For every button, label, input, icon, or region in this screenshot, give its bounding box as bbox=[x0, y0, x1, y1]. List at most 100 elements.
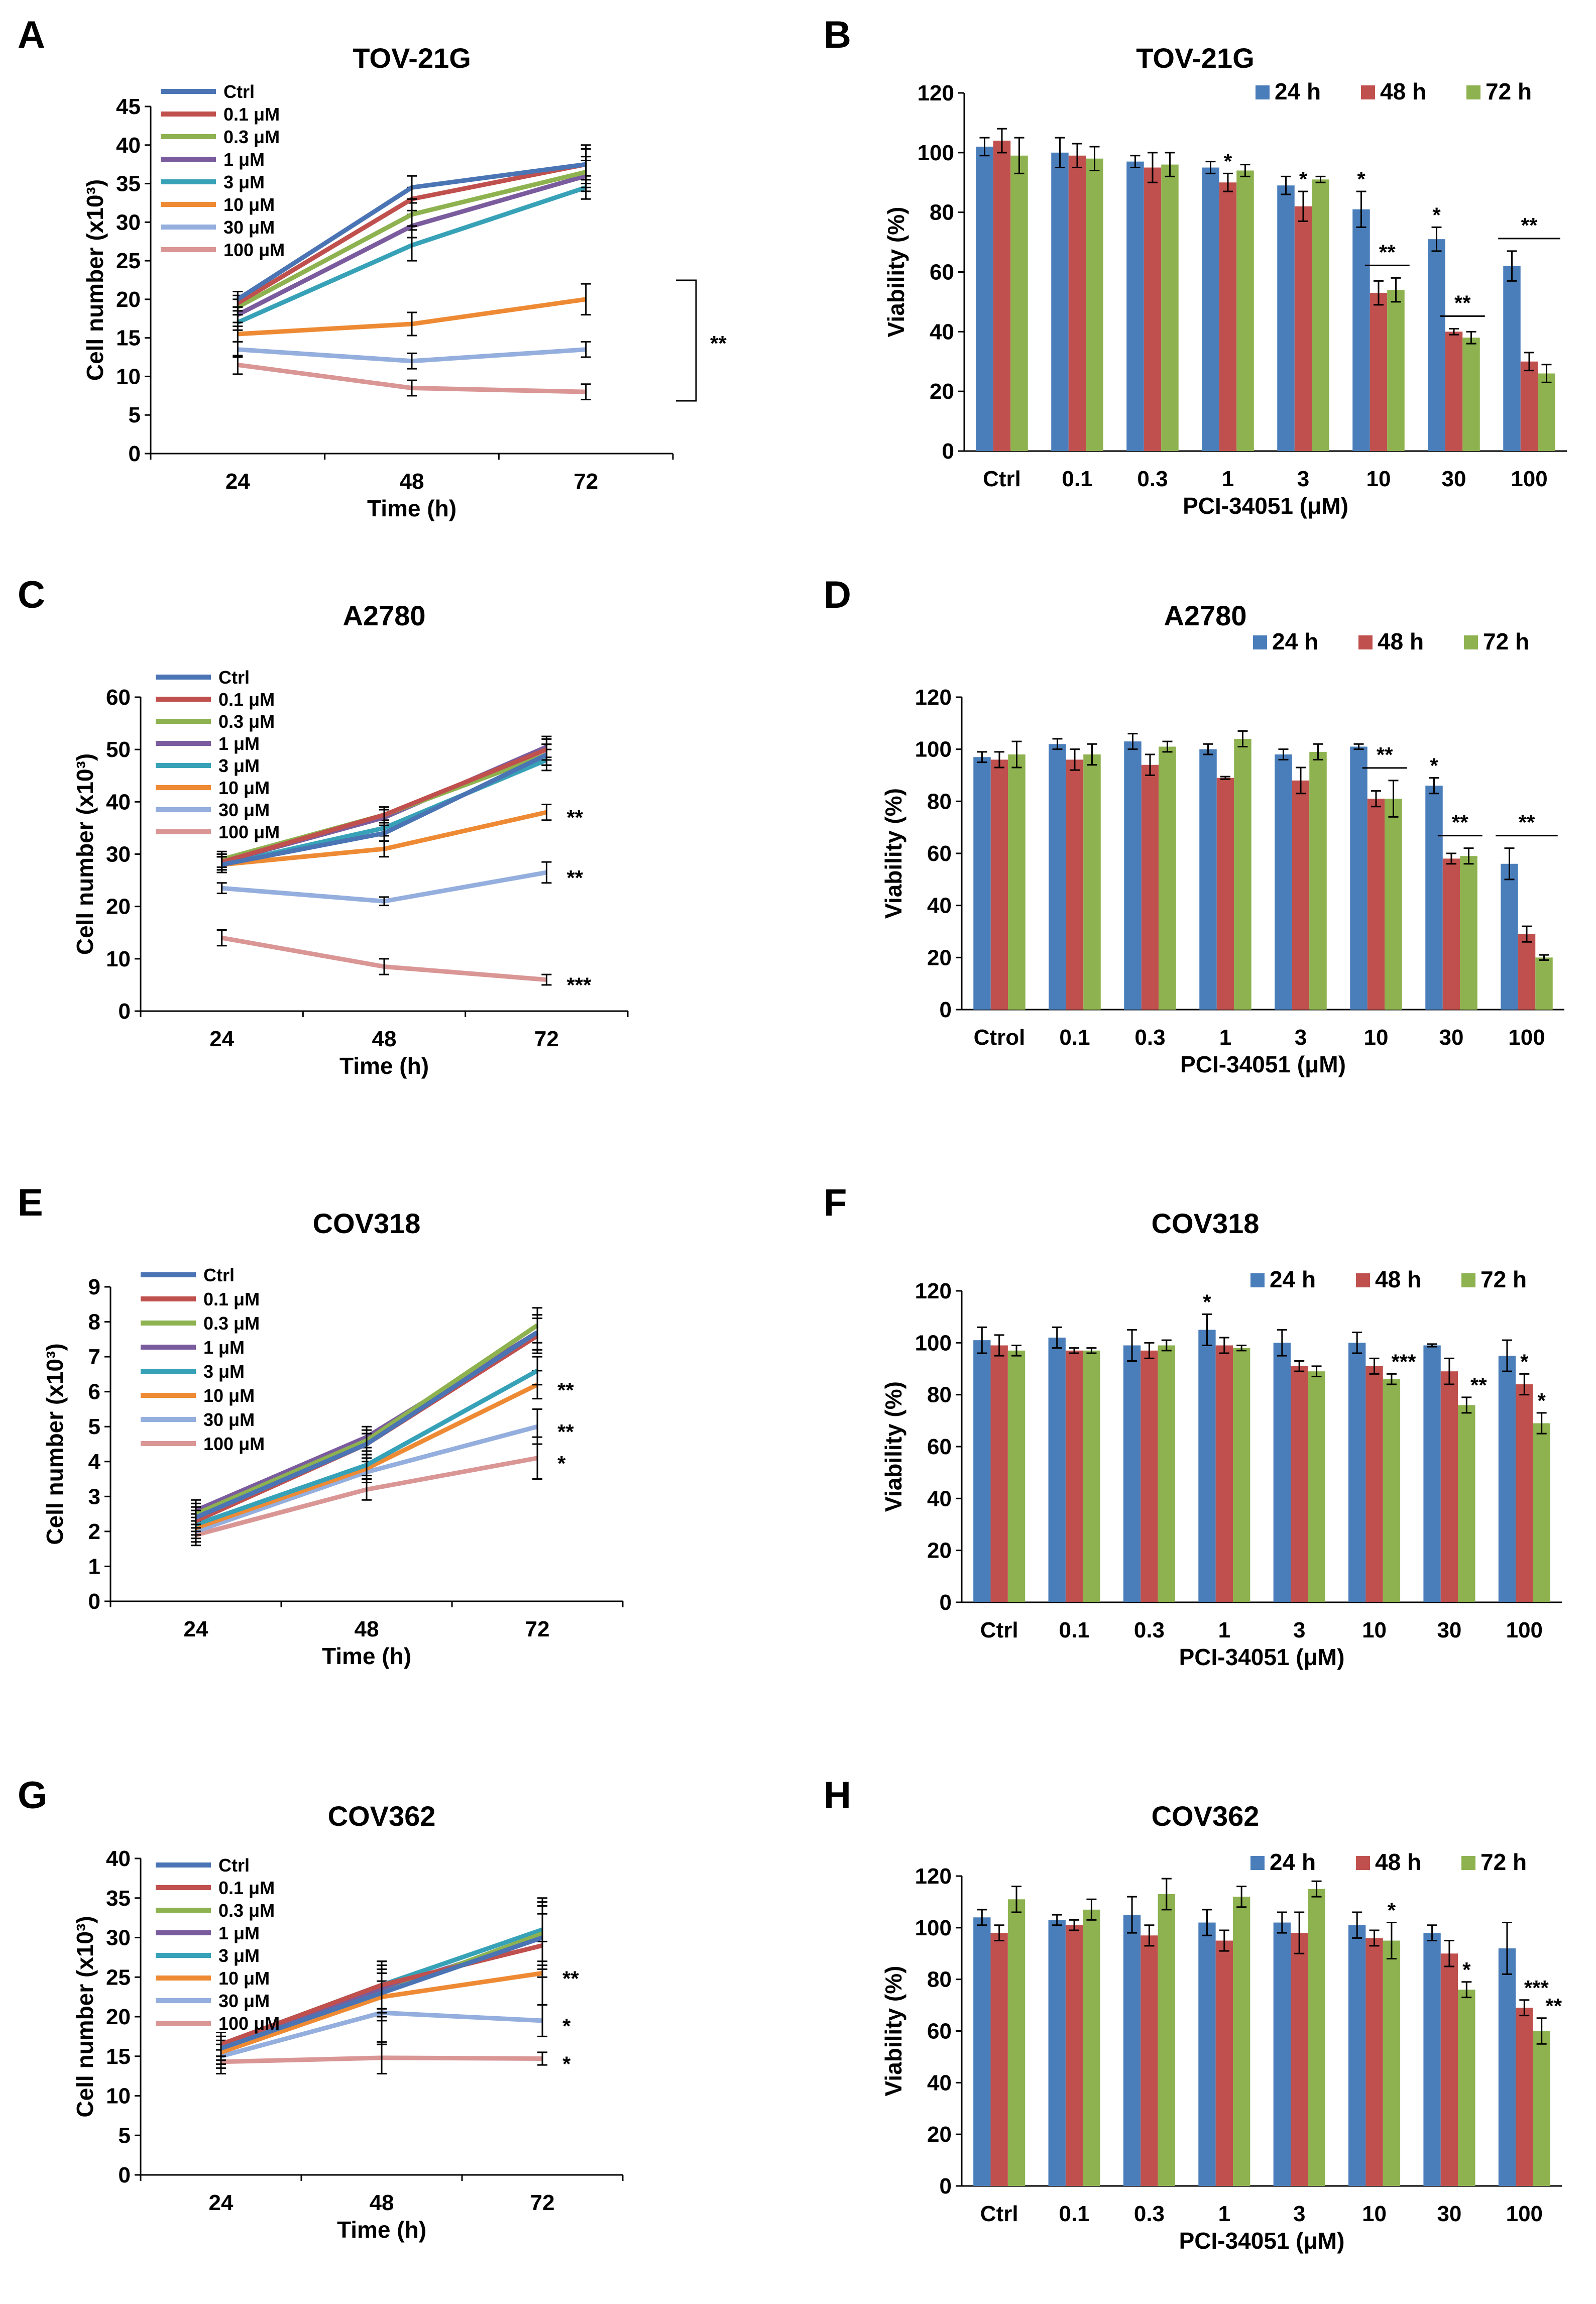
bar-72h-30 bbox=[1458, 1405, 1475, 1602]
legend-label: 48 h bbox=[1375, 1266, 1421, 1292]
error-bar bbox=[1069, 1919, 1080, 1931]
x-tick-label: 100 bbox=[1506, 1618, 1543, 1642]
panel-letter: G bbox=[18, 1774, 47, 1817]
bar-24h-Ctrol bbox=[973, 757, 991, 1010]
x-tick-label: 100 bbox=[1506, 2202, 1543, 2226]
error-bar bbox=[1011, 1886, 1022, 1913]
error-bar bbox=[1205, 161, 1216, 174]
legend-swatch bbox=[1356, 1273, 1370, 1287]
error-bar bbox=[1144, 1342, 1155, 1359]
error-bar bbox=[1220, 776, 1230, 780]
bar-24h-1 bbox=[1202, 167, 1219, 452]
legend-label: 72 h bbox=[1483, 628, 1529, 654]
significance-label: * bbox=[1537, 1389, 1546, 1412]
x-tick-label: 10 bbox=[1364, 1025, 1389, 1050]
y-tick-label: 15 bbox=[116, 326, 141, 351]
y-tick-label: 5 bbox=[119, 2123, 131, 2148]
legend-label: Ctrl bbox=[203, 1265, 235, 1285]
legend-label: 30 μM bbox=[218, 1991, 270, 2011]
y-tick-label: 45 bbox=[116, 94, 141, 119]
error-bar bbox=[1294, 1360, 1305, 1372]
x-tick-label: 24 bbox=[209, 1027, 234, 1051]
error-bar bbox=[1386, 1922, 1397, 1960]
bar-72h-Ctrl bbox=[1007, 1899, 1025, 2186]
bar-48h-Ctrl bbox=[990, 1933, 1008, 2186]
error-bar bbox=[1353, 743, 1364, 750]
panel-g-line-chart: G COV362 0 5 10 15 20 25 30 35 40 24 48 72 Time (h) Cel… bbox=[18, 1774, 624, 2243]
bar-24h-1 bbox=[1198, 1330, 1216, 1602]
x-tick-label: 10 bbox=[1362, 2202, 1387, 2226]
x-tick-label: 0.3 bbox=[1134, 1618, 1165, 1642]
error-bar bbox=[379, 806, 389, 824]
x-axis-label: Time (h) bbox=[339, 1053, 429, 1079]
y-axis-label: Cell number (x10³) bbox=[72, 1916, 98, 2117]
legend-label: 48 h bbox=[1380, 78, 1426, 104]
y-tick-label: 0 bbox=[940, 998, 952, 1022]
error-bar bbox=[1052, 1914, 1062, 1926]
y-tick-label: 20 bbox=[116, 287, 141, 312]
legend-label: 72 h bbox=[1480, 1849, 1527, 1875]
bar-24h-30 bbox=[1428, 239, 1445, 451]
error-bar bbox=[1539, 954, 1549, 961]
x-tick-label: 3 bbox=[1293, 1618, 1305, 1642]
y-tick-label: 4 bbox=[88, 1450, 101, 1474]
error-bar bbox=[1374, 280, 1384, 306]
error-bar bbox=[1069, 1347, 1080, 1354]
bar-48h-10 bbox=[1365, 1366, 1383, 1602]
legend-label: 30 μM bbox=[218, 800, 270, 820]
bar-48h-100 bbox=[1516, 1384, 1533, 1602]
bar-48h-0.1 bbox=[1065, 1925, 1083, 2186]
bar-48h-10 bbox=[1370, 293, 1388, 451]
error-bar bbox=[977, 1326, 987, 1354]
error-bar bbox=[1536, 2017, 1547, 2045]
legend-label: 72 h bbox=[1480, 1266, 1527, 1292]
error-bar bbox=[537, 2051, 547, 2066]
y-tick-label: 20 bbox=[106, 895, 131, 919]
error-bar bbox=[1130, 155, 1141, 169]
bar-48h-30 bbox=[1445, 332, 1463, 451]
y-axis-label: Viability (%) bbox=[880, 1966, 906, 2097]
legend-swatch bbox=[1250, 1856, 1265, 1870]
significance-label: ** bbox=[1545, 1994, 1562, 2018]
panel-d-bar-chart: D A2780 0 20 40 60 80 100 120 Ctrol 0.1 0.3 1 3 10 30 10… bbox=[824, 574, 1564, 1077]
bar-24h-10 bbox=[1352, 209, 1370, 451]
y-axis-label: Cell number (x10³) bbox=[42, 1343, 68, 1545]
error-bar bbox=[1369, 1357, 1380, 1375]
legend-label: 0.3 μM bbox=[218, 711, 275, 732]
legend-swatch bbox=[1466, 85, 1480, 99]
legend-label: 10 μM bbox=[203, 1385, 255, 1406]
error-bar bbox=[1145, 753, 1155, 776]
bar-24h-0.3 bbox=[1123, 1345, 1141, 1602]
bar-72h-1 bbox=[1232, 1348, 1250, 1602]
bar-24h-1 bbox=[1198, 1922, 1216, 2186]
bar-72h-Ctrol bbox=[1008, 754, 1025, 1010]
y-tick-label: 1 bbox=[88, 1554, 100, 1579]
chart-title: COV362 bbox=[1152, 1800, 1260, 1832]
x-tick-label: 0.1 bbox=[1059, 2202, 1089, 2226]
x-axis-label: PCI-34051 (μM) bbox=[1180, 1051, 1346, 1077]
y-tick-label: 120 bbox=[915, 685, 952, 710]
error-bar bbox=[1240, 164, 1250, 177]
x-axis-label: PCI-34051 (μM) bbox=[1179, 2228, 1345, 2254]
x-tick-label: 1 bbox=[1219, 1025, 1231, 1050]
error-bar bbox=[216, 882, 227, 895]
significance-bracket bbox=[676, 279, 697, 402]
legend-label: 100 μM bbox=[223, 240, 285, 260]
legend-swatch bbox=[1358, 635, 1373, 649]
error-bar bbox=[1449, 327, 1459, 336]
error-bar bbox=[1386, 1373, 1397, 1385]
legend-swatch bbox=[1250, 1273, 1265, 1287]
error-bar bbox=[1086, 1347, 1097, 1354]
error-bar bbox=[1277, 1329, 1287, 1357]
y-axis-label: Cell number (x10³) bbox=[82, 179, 108, 381]
y-tick-label: 10 bbox=[106, 947, 131, 971]
x-tick-label: 1 bbox=[1218, 2202, 1230, 2226]
bar-48h-10 bbox=[1367, 799, 1385, 1010]
x-tick-label: 3 bbox=[1293, 2202, 1305, 2226]
error-bar bbox=[1165, 152, 1175, 177]
error-bar bbox=[1371, 790, 1381, 808]
chart-title: COV318 bbox=[313, 1208, 421, 1239]
y-tick-label: 80 bbox=[927, 1967, 952, 1992]
significance-label: ** bbox=[1379, 240, 1396, 264]
